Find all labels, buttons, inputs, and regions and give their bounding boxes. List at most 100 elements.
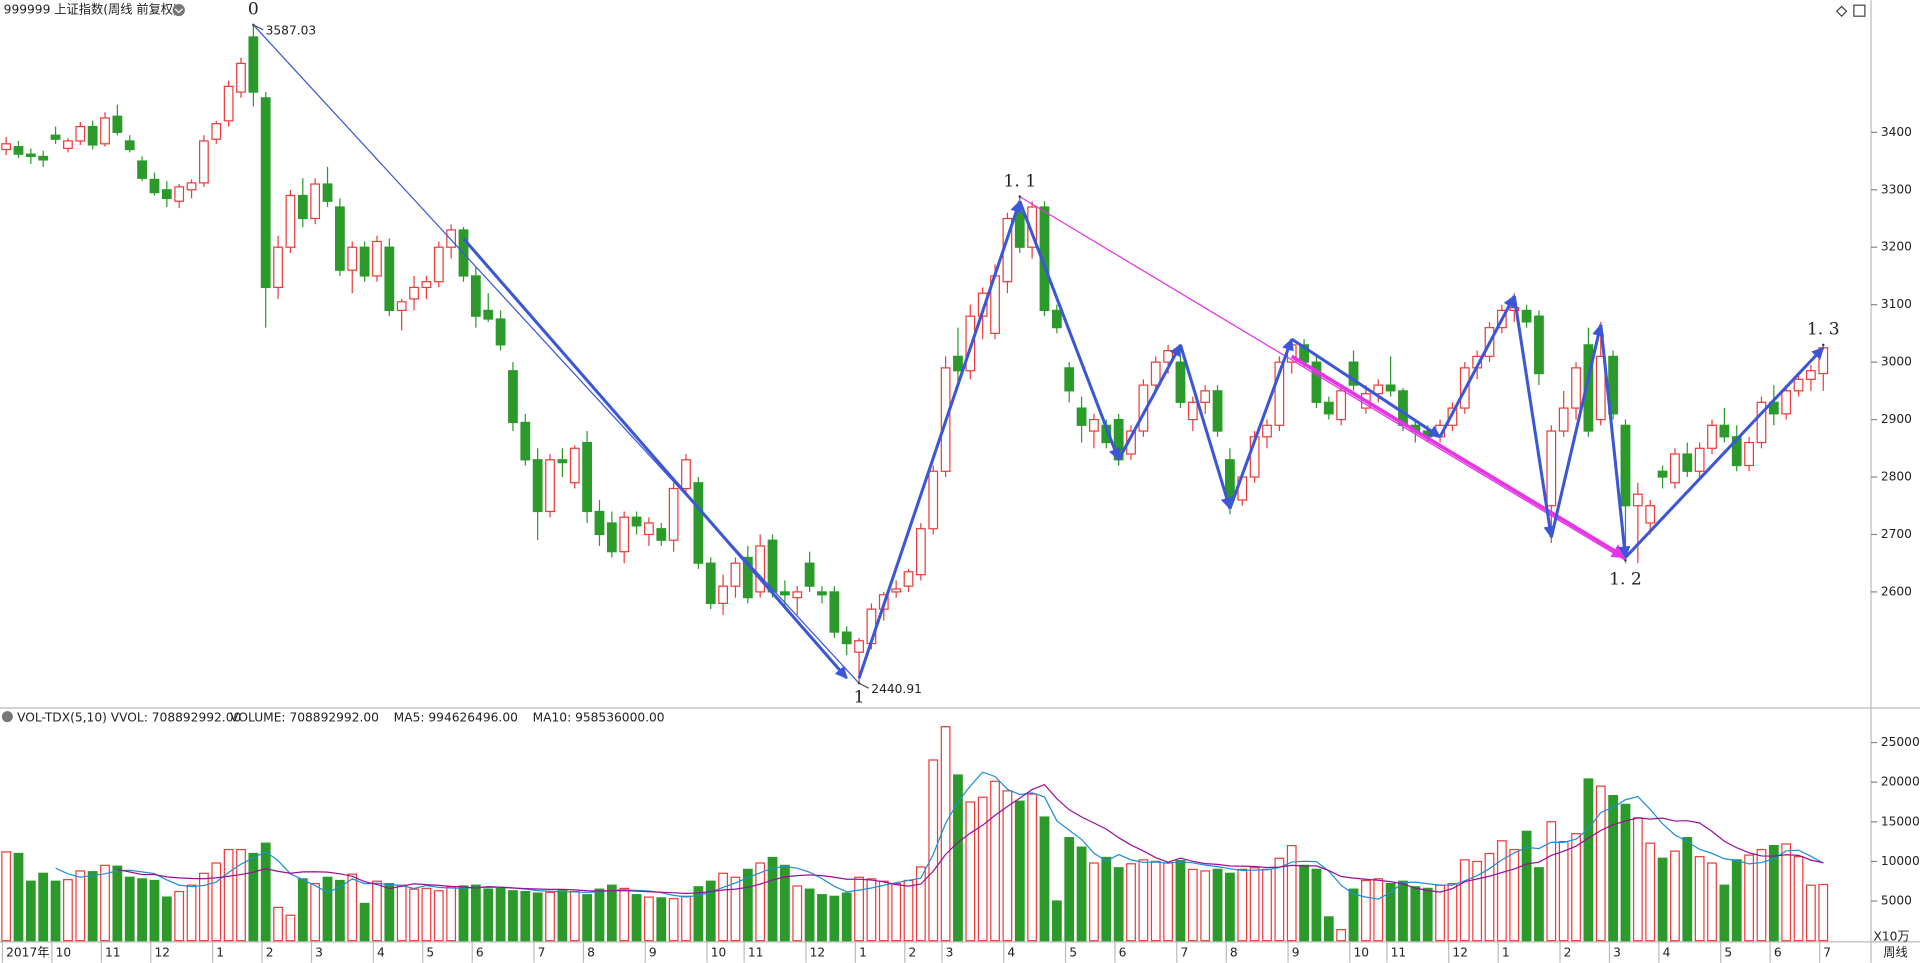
volume-bar (1002, 790, 1013, 942)
candle-body (1373, 384, 1384, 395)
candle-body (1731, 436, 1742, 467)
candle-body (891, 588, 902, 593)
candle-body (903, 571, 914, 587)
price-pointer (858, 682, 870, 689)
candle-body (1348, 361, 1359, 386)
candle-body (211, 123, 222, 140)
candle-body (1175, 361, 1186, 403)
candle-body (1682, 453, 1693, 472)
price-label: 2440.91 (871, 682, 922, 696)
y-tick-label: 2700 (1881, 527, 1912, 541)
volume-bar (1558, 840, 1569, 942)
candle-body (409, 286, 419, 300)
y-tick-label: 2900 (1881, 412, 1912, 426)
volume-bar (87, 871, 98, 942)
x-tick-label: 7 (1180, 945, 1188, 959)
candle-body (1719, 424, 1730, 438)
candle-body (372, 240, 382, 277)
volume-bar (1212, 868, 1223, 942)
volume-bar (137, 878, 147, 942)
candle-body (829, 591, 840, 633)
volume-bar (1299, 864, 1309, 942)
volume-bar (693, 886, 704, 942)
volume-bar (928, 759, 939, 942)
volume-bar (1744, 854, 1754, 942)
volume-bar (149, 879, 160, 942)
volume-bar (372, 880, 382, 942)
volume-bar (594, 888, 605, 942)
period-label: 周线 (1883, 945, 1907, 959)
x-tick-label: 10 (56, 945, 72, 959)
candle-body (668, 487, 679, 541)
candle-body (223, 85, 234, 122)
wave-line (857, 200, 1023, 679)
volume-bar (1459, 859, 1470, 942)
volume-bar (1126, 863, 1136, 942)
x-tick-label: 12 (154, 945, 170, 959)
x-tick-label: 8 (1230, 945, 1238, 959)
volume-bar (1089, 862, 1099, 942)
candle-body (186, 182, 197, 191)
x-tick-label: 2 (1564, 945, 1572, 959)
candle-body (100, 117, 110, 145)
volume-bar (13, 852, 24, 942)
volume-bar (1682, 837, 1693, 942)
y-tick-label: 3100 (1881, 297, 1912, 311)
candle-body (817, 591, 827, 596)
x-tick-label: 1 (859, 945, 867, 959)
candle-body (1027, 206, 1038, 248)
candle-body (1793, 378, 1804, 392)
x-tick-label: 3 (946, 945, 954, 959)
wave-line (1018, 200, 1121, 461)
volume-bar (1262, 868, 1272, 942)
candle-body (1274, 361, 1285, 426)
candle-body (619, 516, 630, 553)
wave-line (1019, 196, 1626, 561)
candle-body (1670, 453, 1680, 484)
volume-bar (483, 888, 494, 942)
dropdown-arrow (174, 8, 183, 14)
candle-body (433, 246, 444, 283)
candle-body (1212, 390, 1223, 432)
candle-body (1200, 390, 1211, 403)
volume-bar (1113, 867, 1124, 942)
volume-bar (767, 856, 778, 942)
volume-bar (1756, 848, 1767, 942)
candle-body (297, 194, 308, 220)
volume-bar (1064, 837, 1075, 942)
volume-bar (260, 842, 271, 942)
volume-bar (396, 884, 407, 942)
ma-line (55, 771, 1824, 900)
dropdown-icon[interactable] (1, 711, 13, 723)
volume-bar (606, 884, 617, 942)
diamond-icon[interactable] (1835, 5, 1848, 18)
window-icon[interactable] (1853, 4, 1866, 17)
volume-bar (1496, 840, 1507, 942)
volume-bar (545, 891, 555, 942)
volume-bar (866, 878, 877, 942)
candle-body (63, 140, 73, 150)
candle-body (1620, 424, 1631, 507)
x-tick-label: 2017年 (6, 945, 49, 959)
volume-bar (817, 894, 827, 942)
volume-bar (223, 848, 234, 942)
wave-label: 1. 1 (1003, 171, 1036, 191)
candle-body (1076, 407, 1087, 426)
dropdown-icon[interactable] (172, 3, 185, 17)
candle-body (1385, 384, 1396, 392)
y-tick-label: 5000 (1881, 894, 1912, 908)
volume-bar (631, 894, 642, 942)
volume-bar (1225, 872, 1235, 942)
volume-bar (1435, 884, 1445, 942)
candle-body (705, 562, 716, 605)
wave-line (1624, 346, 1825, 559)
wave-label: 1. 3 (1807, 320, 1840, 340)
volume-bar (1, 851, 12, 942)
candle-body (1558, 407, 1569, 432)
candle-body (310, 183, 321, 220)
volume-bar (1694, 856, 1705, 942)
volume-bar (1546, 821, 1557, 942)
y-tick-label: 10000 (1881, 854, 1920, 868)
